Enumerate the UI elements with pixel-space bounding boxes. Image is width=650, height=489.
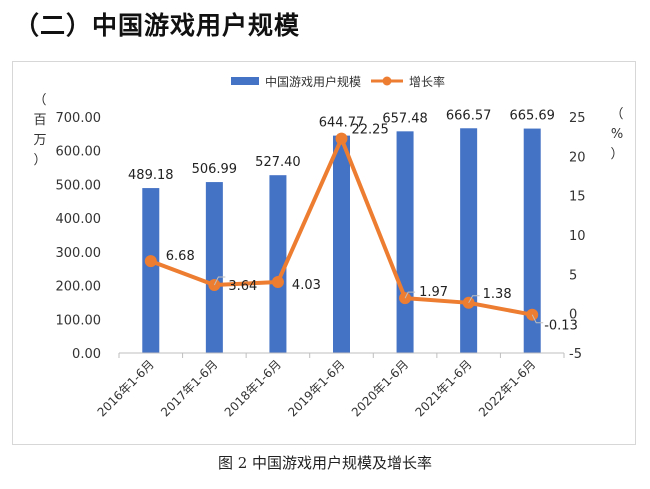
legend-marker-line <box>382 76 392 86</box>
growth-rate-value-label: -0.13 <box>544 319 578 334</box>
growth-rate-value-label: 1.38 <box>483 287 512 302</box>
category-label: 2020年1-6月 <box>349 357 411 419</box>
growth-rate-value-label: 4.03 <box>292 278 321 293</box>
right-axis-tick-label: 15 <box>569 190 586 205</box>
growth-rate-value-label: 3.64 <box>228 279 257 294</box>
bar-value-label: 657.48 <box>382 111 428 126</box>
data-label-leader <box>213 276 226 286</box>
left-axis-tick-label: 700.00 <box>56 111 102 126</box>
right-axis-unit-char: ） <box>610 147 623 162</box>
bar-value-label: 489.18 <box>128 168 174 183</box>
combo-chart: 中国游戏用户规模 增长率 0.00 100.00 200.00 300.00 400.00 5… <box>33 74 623 420</box>
right-axis-tick-label: -5 <box>569 347 582 362</box>
left-axis-unit-char: （ <box>33 93 46 108</box>
category-label: 2022年1-6月 <box>476 357 538 419</box>
left-axis-tick-label: 200.00 <box>56 280 102 295</box>
right-axis-unit-char: （ <box>610 107 623 122</box>
growth-rate-point <box>271 275 284 288</box>
growth-rate-point <box>144 255 157 268</box>
left-axis-tick-label: 400.00 <box>56 212 102 227</box>
left-axis-unit-char: 百 <box>33 113 46 128</box>
bar-value-label: 506.99 <box>192 162 238 177</box>
right-axis-unit-char: % <box>611 127 623 142</box>
left-axis-tick-label: 300.00 <box>56 246 102 261</box>
left-axis-tick-label: 500.00 <box>56 178 102 193</box>
category-label: 2018年1-6月 <box>222 357 284 419</box>
bar-value-label: 527.40 <box>255 155 301 170</box>
right-axis-tick-label: 20 <box>569 150 586 165</box>
bar <box>523 128 541 353</box>
right-axis-tick-label: 5 <box>569 268 577 283</box>
category-label: 2019年1-6月 <box>285 357 347 419</box>
growth-rate-value-label: 6.68 <box>166 249 195 264</box>
data-label-leader <box>404 291 416 299</box>
bar-value-label: 644.77 <box>319 116 365 131</box>
right-axis-tick-label: 25 <box>569 111 586 126</box>
section-heading: （二）中国游戏用户规模 <box>14 11 301 40</box>
legend-swatch-bar <box>231 77 259 85</box>
category-label: 2021年1-6月 <box>412 357 474 419</box>
left-axis-unit-char: 万 <box>33 133 46 148</box>
bar-value-label: 665.69 <box>509 109 555 124</box>
bar <box>205 182 223 353</box>
legend-label-line: 增长率 <box>409 74 445 89</box>
bar <box>333 135 350 353</box>
category-label: 2016年1-6月 <box>95 357 157 419</box>
figure-caption: 图 2 中国游戏用户规模及增长率 <box>217 454 433 472</box>
left-axis-unit-char: ） <box>33 153 46 168</box>
growth-rate-value-label: 22.25 <box>352 123 389 138</box>
bar <box>396 131 414 353</box>
chart-panel: 中国游戏用户规模 增长率 0.00 100.00 200.00 300.00 400.00 5… <box>12 61 636 445</box>
category-label: 2017年1-6月 <box>158 357 220 419</box>
growth-rate-value-label: 1.97 <box>419 285 448 300</box>
bar <box>460 128 478 353</box>
bar-value-label: 666.57 <box>446 108 492 123</box>
data-label-leader <box>468 295 480 304</box>
right-axis-tick-label: 10 <box>569 229 586 244</box>
growth-rate-point <box>335 132 348 145</box>
data-label-leader <box>531 314 544 324</box>
left-axis-tick-label: 100.00 <box>56 313 102 328</box>
bar <box>142 188 160 353</box>
legend-label-bar: 中国游戏用户规模 <box>265 74 361 89</box>
bar <box>269 175 287 353</box>
left-axis-tick-label: 600.00 <box>56 145 102 160</box>
right-axis-tick-label: 0 <box>569 308 577 323</box>
left-axis-tick-label: 0.00 <box>72 347 101 362</box>
